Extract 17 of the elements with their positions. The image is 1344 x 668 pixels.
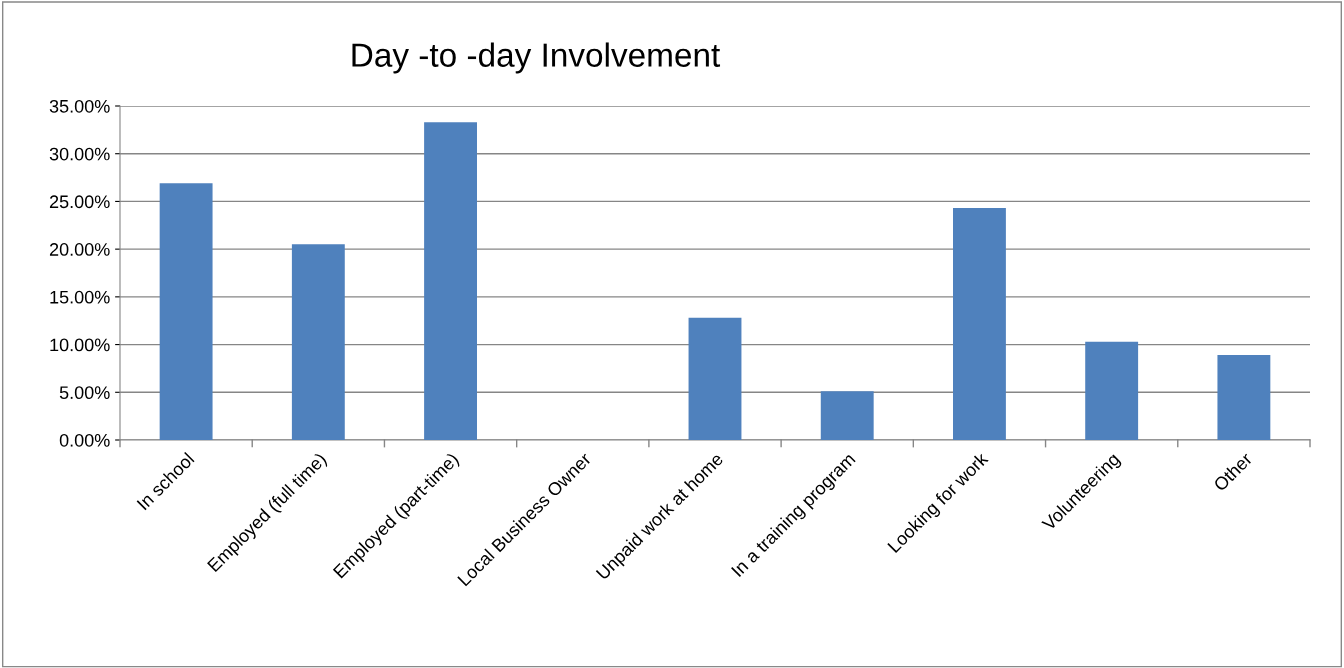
bar xyxy=(688,317,742,440)
y-tick-label: 20.00% xyxy=(49,243,110,256)
bar xyxy=(820,391,874,440)
bar xyxy=(1085,341,1139,440)
bar xyxy=(953,208,1006,440)
bar xyxy=(159,183,213,440)
y-tick-label: 30.00% xyxy=(49,147,110,161)
bar xyxy=(1217,355,1271,440)
y-tick-label: 5.00% xyxy=(59,386,110,400)
y-tick-label: 15.00% xyxy=(50,290,110,304)
bar xyxy=(424,122,477,440)
y-tick-label: 35.00% xyxy=(49,99,110,113)
chart-title: Day -to -day Involvement xyxy=(352,42,721,74)
y-tick-label: 10.00% xyxy=(50,338,110,352)
y-tick-label: 0.00% xyxy=(59,433,110,447)
y-tick-label: 25.00% xyxy=(49,195,110,209)
bar xyxy=(291,244,345,440)
